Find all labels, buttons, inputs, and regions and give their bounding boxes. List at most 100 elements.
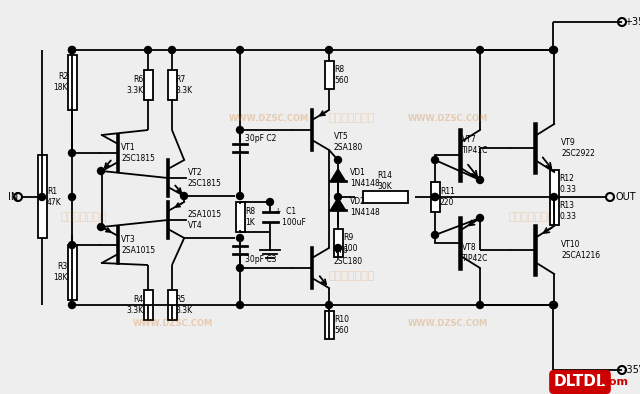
- Text: WWW.DZSC.COM: WWW.DZSC.COM: [408, 114, 488, 123]
- Text: 2SA1015
VT4: 2SA1015 VT4: [188, 210, 222, 230]
- Text: R3
18K: R3 18K: [54, 262, 68, 282]
- Circle shape: [38, 193, 45, 201]
- Circle shape: [550, 193, 557, 201]
- Text: R4
3.3K: R4 3.3K: [127, 295, 144, 315]
- Text: R10
560: R10 560: [334, 315, 349, 335]
- Text: WWW.DZSC.COM: WWW.DZSC.COM: [228, 114, 309, 123]
- Text: VT9
2SC2922: VT9 2SC2922: [561, 138, 595, 158]
- Text: VT10
2SCA1216: VT10 2SCA1216: [561, 240, 600, 260]
- Circle shape: [550, 46, 557, 54]
- Text: R11
220: R11 220: [440, 187, 455, 207]
- Circle shape: [168, 46, 175, 54]
- Text: R13
0.33: R13 0.33: [559, 201, 576, 221]
- Text: R8
1K: R8 1K: [245, 207, 255, 227]
- Circle shape: [477, 301, 483, 309]
- Circle shape: [237, 264, 243, 271]
- Bar: [143, 70, 152, 100]
- Text: VD2
1N4148: VD2 1N4148: [350, 197, 380, 217]
- Circle shape: [145, 46, 152, 54]
- Bar: [362, 191, 408, 203]
- Circle shape: [145, 301, 152, 309]
- Text: R12
0.33: R12 0.33: [559, 174, 576, 194]
- Text: R5
3.3K: R5 3.3K: [175, 295, 192, 315]
- Bar: [550, 170, 559, 198]
- Text: R8
560: R8 560: [334, 65, 349, 85]
- Bar: [324, 61, 333, 89]
- Circle shape: [180, 193, 188, 199]
- Bar: [143, 290, 152, 320]
- Text: VT7
TIP41C: VT7 TIP41C: [462, 135, 488, 155]
- Text: VD1
1N4148: VD1 1N4148: [350, 168, 380, 188]
- Text: 维库电子市场网: 维库电子市场网: [329, 113, 375, 123]
- Bar: [550, 197, 559, 225]
- Text: VT1
2SC1815: VT1 2SC1815: [121, 143, 155, 163]
- Text: 维库电子市场网: 维库电子市场网: [508, 212, 554, 222]
- Circle shape: [68, 242, 76, 249]
- Text: IN: IN: [8, 192, 18, 202]
- Text: R9
100: R9 100: [343, 233, 358, 253]
- Circle shape: [237, 301, 243, 309]
- Text: R6
3.3K: R6 3.3K: [127, 75, 144, 95]
- Circle shape: [237, 46, 243, 54]
- Bar: [168, 290, 177, 320]
- Text: VT5
2SA180: VT5 2SA180: [334, 132, 364, 152]
- Circle shape: [168, 301, 175, 309]
- Circle shape: [68, 46, 76, 54]
- Circle shape: [550, 301, 557, 309]
- Text: R7
3.3K: R7 3.3K: [175, 75, 192, 95]
- Bar: [431, 182, 440, 212]
- Circle shape: [97, 223, 104, 230]
- Circle shape: [237, 193, 243, 199]
- Text: WWW.DZSC.COM: WWW.DZSC.COM: [132, 319, 213, 327]
- Bar: [324, 311, 333, 339]
- Bar: [168, 70, 177, 100]
- Text: VT2
2SC1815: VT2 2SC1815: [188, 168, 222, 188]
- Circle shape: [477, 177, 483, 184]
- Circle shape: [237, 234, 243, 242]
- Circle shape: [68, 149, 76, 156]
- Text: 维库电子市场网: 维库电子市场网: [60, 212, 106, 222]
- Text: WWW.DZSC.COM: WWW.DZSC.COM: [408, 319, 488, 327]
- Circle shape: [97, 167, 104, 175]
- Text: +35V: +35V: [624, 17, 640, 27]
- Text: R1
47K: R1 47K: [47, 187, 61, 207]
- Text: VT6
2SC180: VT6 2SC180: [334, 246, 363, 266]
- Circle shape: [431, 193, 438, 201]
- Text: .com: .com: [599, 377, 629, 387]
- Circle shape: [477, 46, 483, 54]
- Circle shape: [326, 301, 333, 309]
- Bar: [236, 202, 244, 232]
- Circle shape: [335, 156, 342, 164]
- Text: R2
18K: R2 18K: [54, 72, 68, 92]
- Text: 30pF C3: 30pF C3: [245, 255, 276, 264]
- Text: DLTDL: DLTDL: [554, 375, 606, 390]
- Polygon shape: [331, 169, 345, 181]
- Bar: [67, 245, 77, 299]
- Circle shape: [431, 156, 438, 164]
- Bar: [38, 154, 47, 238]
- Circle shape: [68, 301, 76, 309]
- Circle shape: [335, 245, 342, 251]
- Circle shape: [237, 126, 243, 134]
- Polygon shape: [331, 198, 345, 210]
- Circle shape: [68, 46, 76, 54]
- Circle shape: [326, 46, 333, 54]
- Text: 维库电子市场网: 维库电子市场网: [329, 271, 375, 281]
- Text: VT3
2SA1015: VT3 2SA1015: [121, 235, 155, 255]
- Text: 30pF C2: 30pF C2: [245, 134, 276, 143]
- Bar: [333, 229, 342, 257]
- Circle shape: [431, 232, 438, 238]
- Circle shape: [266, 199, 273, 206]
- Text: R14
30K: R14 30K: [378, 171, 392, 191]
- Circle shape: [550, 301, 557, 309]
- Text: +  C1
   100uF: + C1 100uF: [275, 207, 306, 227]
- Circle shape: [431, 193, 438, 201]
- Circle shape: [477, 214, 483, 221]
- Text: OUT: OUT: [616, 192, 637, 202]
- Circle shape: [335, 193, 342, 201]
- Circle shape: [550, 46, 557, 54]
- Text: -35V: -35V: [624, 365, 640, 375]
- Text: VT8
TIP42C: VT8 TIP42C: [462, 243, 488, 263]
- Circle shape: [68, 193, 76, 201]
- Bar: [67, 54, 77, 110]
